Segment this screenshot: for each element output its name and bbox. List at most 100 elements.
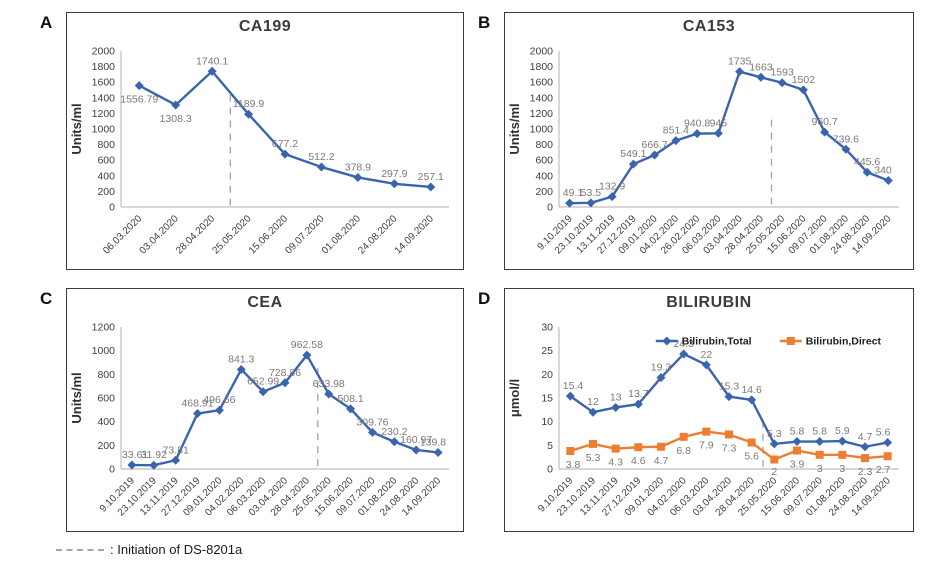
- marker-diamond-icon: [724, 392, 734, 402]
- marker-diamond-icon: [588, 407, 598, 417]
- panel-letter-C: C: [40, 289, 53, 308]
- data-label: 1308.3: [160, 113, 192, 125]
- y-tick-label: 600: [535, 155, 553, 167]
- y-tick-label: 1200: [92, 108, 116, 120]
- marker-diamond-icon: [747, 395, 757, 405]
- data-label: 4.3: [608, 457, 623, 469]
- dashed-line-legend: : Initiation of DS-8201a: [56, 542, 940, 557]
- marker-diamond-icon: [820, 127, 830, 137]
- y-tick-label: 800: [97, 369, 115, 381]
- data-label: 5.8: [790, 426, 805, 438]
- data-label: 1502: [792, 74, 816, 86]
- y-tick-label: 200: [97, 186, 115, 198]
- panel-D: D BILIRUBIN 0 5 10 15 20 25 30 μmol/l 9.10.2019 2…: [478, 288, 914, 532]
- data-label: 19.3: [651, 362, 672, 374]
- data-label: 13: [610, 391, 622, 403]
- y-tick-label: 10: [541, 416, 553, 428]
- marker-diamond-icon: [346, 404, 356, 414]
- data-label: 508.1: [337, 393, 363, 405]
- data-label: 31.92: [141, 449, 167, 461]
- marker-square-icon: [702, 427, 711, 436]
- chart-title-B: CA153: [682, 18, 736, 35]
- data-label: 2.3: [858, 466, 873, 478]
- marker-diamond-icon: [565, 198, 575, 208]
- data-label: 445.6: [854, 156, 880, 168]
- axes: 0 200 400 600 800 1000 1200 1400 1600 1800 2000: [530, 46, 899, 214]
- marker-diamond-icon: [389, 437, 399, 447]
- data-label: 5.6: [876, 426, 891, 438]
- chart-area-B: 0 200 400 600 800 1000 1200 1400 1600 1800 2000 Uni…: [505, 43, 913, 269]
- panel-box-D: BILIRUBIN 0 5 10 15 20 25 30 μmol/l 9.10.2019 23.…: [504, 288, 914, 532]
- marker-square-icon: [861, 454, 869, 463]
- marker-square-icon: [838, 450, 847, 459]
- data-label: 13.7: [628, 388, 649, 400]
- marker-diamond-icon: [692, 129, 702, 139]
- marker-diamond-icon: [860, 442, 870, 452]
- axes: 0 5 10 15 20 25 30: [541, 322, 899, 476]
- data-label: 15.3: [719, 381, 740, 393]
- panel-box-B: CA153 0 200 400 600 800 1000 1200 1400 1600 1800 2…: [504, 12, 914, 270]
- data-label: 940.8: [684, 118, 710, 130]
- data-label: 851.4: [663, 125, 689, 137]
- data-label: 652.99: [247, 376, 279, 388]
- y-tick-label: 1400: [92, 92, 116, 104]
- marker-square-icon: [657, 442, 665, 451]
- data-label: 340: [874, 164, 892, 176]
- marker-diamond-icon: [735, 67, 745, 77]
- y-tick-label: 1000: [92, 345, 116, 357]
- data-label: 5.3: [767, 428, 782, 440]
- data-label: 7.9: [699, 440, 714, 452]
- data-label: 73.81: [163, 444, 189, 456]
- data-label: 378.9: [345, 161, 371, 173]
- data-label: 2.7: [876, 464, 891, 476]
- y-tick-label: 1200: [530, 108, 554, 120]
- y-tick-label: 0: [109, 464, 115, 476]
- y-tick-label: 1800: [92, 61, 116, 73]
- panel-letter-A: A: [40, 13, 53, 32]
- marker-diamond-icon: [777, 78, 787, 88]
- marker-diamond-icon: [565, 391, 575, 401]
- marker-diamond-icon: [244, 109, 254, 119]
- marker-diamond-icon: [701, 360, 711, 370]
- marker-diamond-icon: [171, 100, 181, 110]
- marker-diamond-icon: [134, 81, 144, 91]
- data-label: 3: [839, 463, 845, 475]
- marker-diamond-icon: [862, 167, 872, 177]
- marker-diamond-icon: [883, 437, 893, 447]
- data-label: 4.6: [631, 455, 646, 467]
- chart-D-svg: 051015202530μmol/l9.10.201923.10.201913.…: [507, 322, 899, 519]
- dashed-line-legend-text: : Initiation of DS-8201a: [110, 542, 243, 557]
- y-tick-label: 400: [535, 170, 553, 182]
- marker-square-icon: [725, 430, 733, 439]
- legend-label: Bilirubin,Direct: [806, 336, 882, 348]
- data-label: 230.2: [381, 426, 407, 438]
- marker-square-icon: [589, 439, 597, 448]
- data-label: 496.66: [203, 394, 235, 406]
- y-tick-label: 1200: [92, 322, 116, 334]
- y-axis-title: Units/ml: [69, 103, 84, 154]
- data-label: 139.8: [420, 436, 446, 448]
- data-label: 53.5: [581, 187, 602, 199]
- marker-square-icon: [815, 450, 824, 459]
- y-tick-label: 25: [541, 345, 553, 357]
- series-Bilirubin,Total: 15.412 13 13.7 19.324.3 22 15.3 14.6 5.3 5.8 5.8 5…: [563, 338, 893, 452]
- data-label: 132.9: [599, 181, 625, 193]
- marker-diamond-icon: [302, 350, 312, 360]
- data-label: 945: [710, 117, 728, 129]
- panel-C: C CEA 0 200 400 600 800 1000 1200 Units/ml 9.10.…: [40, 288, 464, 532]
- data-label: 960.7: [811, 116, 837, 128]
- marker-square-icon: [679, 432, 688, 441]
- series-Bilirubin,Direct: 3.8 5.3 4.3 4.6 4.7 6.8 7.9 7.3 5.6 2 3.9 3 3 2.3 2.7: [566, 427, 892, 478]
- data-label: 1663: [749, 61, 773, 73]
- marker-diamond-icon: [367, 427, 377, 437]
- legend: Bilirubin,Total Bilirubin,Direct: [655, 336, 882, 348]
- y-tick-label: 1600: [92, 77, 116, 89]
- x-tick-label: 14.09.2020: [393, 213, 436, 256]
- marker-diamond-icon: [324, 389, 334, 399]
- marker-diamond-icon: [713, 128, 723, 138]
- panel-B: B CA153 0 200 400 600 800 1000 1200 1400 1600 180…: [478, 12, 914, 270]
- data-label: 14.6: [741, 384, 762, 396]
- y-tick-label: 20: [541, 369, 553, 381]
- data-label: 3.9: [790, 459, 805, 471]
